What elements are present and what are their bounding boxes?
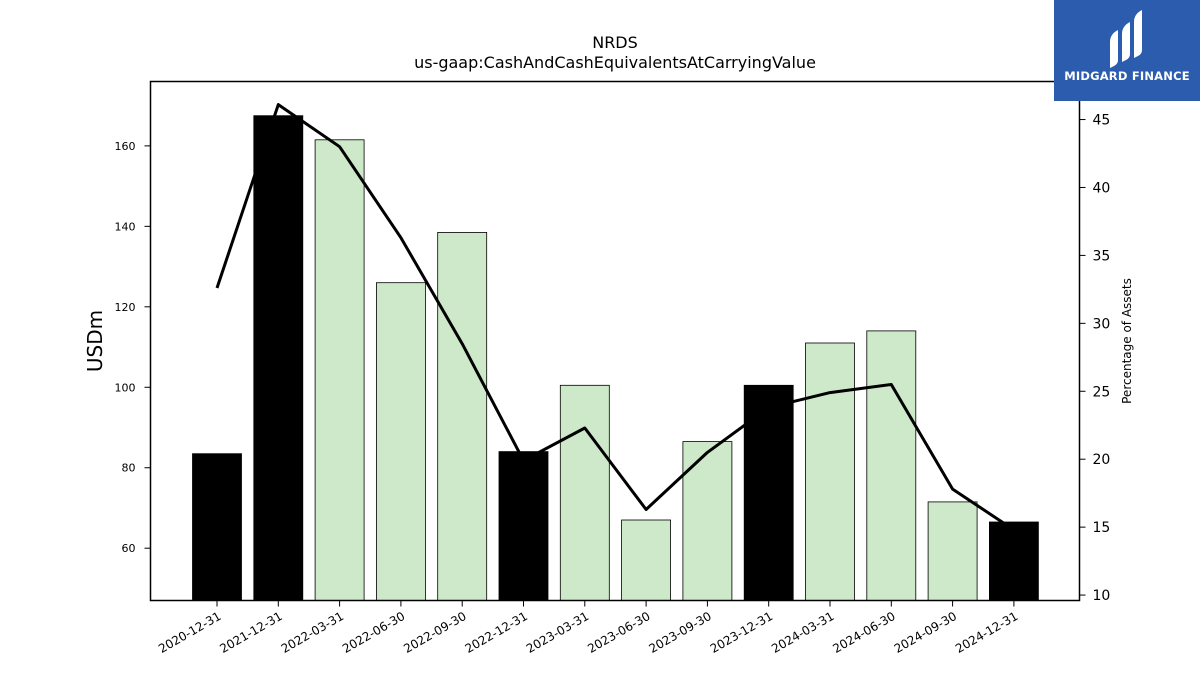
line-group (215, 103, 1015, 532)
x-tick-label: 2022-09-30 (401, 609, 468, 656)
bar-2022-09-30 (437, 231, 488, 601)
y-tick-label: 60 (122, 542, 136, 555)
brand-logo: MIDGARD FINANCE (1054, 0, 1200, 101)
y2-tick-label: 35 (1093, 248, 1111, 264)
y-axis-label: USDm (83, 310, 107, 372)
x-tick-label: 2024-06-30 (830, 609, 897, 656)
bar-2024-06-30 (866, 330, 917, 601)
bar-2020-12-31 (192, 453, 242, 601)
x-tick-label: 2020-12-31 (156, 609, 223, 656)
y2-axis-label: Percentage of Assets (1120, 278, 1134, 404)
bar-2023-06-30 (621, 519, 671, 601)
logo-text: MIDGARD FINANCE (1064, 69, 1190, 83)
bar-2022-03-31 (314, 139, 365, 601)
y2-tick-label: 30 (1093, 316, 1111, 332)
x-tick-label: 2024-09-30 (892, 609, 959, 656)
bar-2022-06-30 (375, 282, 426, 601)
x-tick-label: 2024-03-31 (769, 609, 836, 656)
bar-2024-12-31 (989, 521, 1039, 601)
y2-tick-label: 25 (1093, 384, 1111, 400)
y-axis-right: 10 15 20 25 30 35 40 45 (1079, 113, 1111, 604)
bar-2023-09-30 (682, 441, 733, 601)
y2-tick-label: 20 (1093, 452, 1111, 468)
x-tick-label: 2022-06-30 (340, 609, 407, 656)
plot-frame (149, 80, 1081, 602)
y-tick-label: 100 (115, 381, 136, 394)
y-axis-left: 60 80 100 120 140 160 (115, 140, 151, 555)
x-tick-label: 2023-12-31 (708, 609, 775, 656)
x-tick-label: 2022-03-31 (279, 609, 346, 656)
x-tick-label: 2023-09-30 (646, 609, 713, 656)
midgard-logo-icon (1110, 10, 1142, 68)
bar-2021-12-31 (253, 115, 304, 601)
y-tick-label: 140 (115, 220, 136, 233)
y-tick-label: 80 (122, 462, 136, 475)
percentage-line (215, 103, 1015, 532)
chart-subtitle: us-gaap:CashAndCashEquivalentsAtCarrying… (414, 53, 816, 72)
chart-title: NRDS (592, 33, 638, 52)
y2-tick-label: 45 (1093, 113, 1111, 129)
bar-2022-12-31 (498, 451, 549, 601)
y2-tick-label: 10 (1093, 588, 1111, 604)
x-tick-label: 2023-06-30 (585, 609, 652, 656)
bar-2024-03-31 (805, 342, 855, 601)
y2-tick-label: 40 (1093, 180, 1111, 196)
y2-tick-label: 15 (1093, 520, 1111, 536)
bar-2023-03-31 (559, 384, 610, 601)
x-tick-label: 2022-12-31 (463, 609, 530, 656)
y-tick-label: 120 (115, 301, 136, 314)
x-tick-label: 2024-12-31 (953, 609, 1020, 656)
bar-2024-09-30 (927, 501, 978, 601)
x-tick-label: 2023-03-31 (524, 609, 591, 656)
x-axis: 2020-12-312021-12-312022-03-312022-06-30… (156, 600, 1020, 656)
bars-group (192, 115, 1039, 601)
bar-2023-12-31 (743, 384, 794, 601)
x-tick-label: 2021-12-31 (217, 609, 284, 656)
y-tick-label: 160 (115, 140, 136, 153)
